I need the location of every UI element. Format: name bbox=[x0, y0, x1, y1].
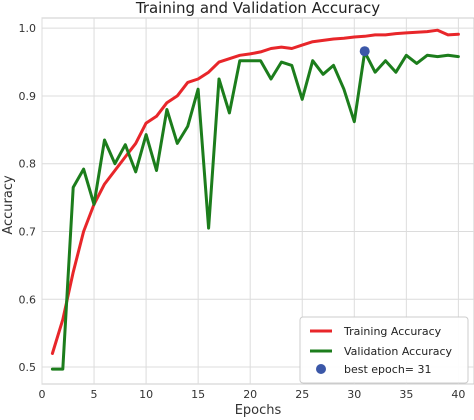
x-tick-label: 20 bbox=[243, 388, 257, 401]
x-tick-label: 0 bbox=[39, 388, 46, 401]
series-line-training bbox=[50, 28, 460, 355]
y-tick-label: 0.8 bbox=[19, 158, 37, 171]
legend-box bbox=[299, 316, 469, 384]
y-tick-label: 1.0 bbox=[19, 22, 37, 35]
legend-swatch-best-epoch bbox=[316, 364, 326, 374]
y-tick-label: 0.6 bbox=[19, 293, 37, 306]
legend-label-best-epoch: best epoch= 31 bbox=[344, 363, 432, 376]
series-layer bbox=[50, 28, 460, 371]
legend-label-validation: Validation Accuracy bbox=[344, 345, 453, 358]
x-tick-label: 10 bbox=[139, 388, 153, 401]
legend: Training Accuracy Validation Accuracy be… bbox=[299, 316, 469, 384]
x-tick-label: 5 bbox=[91, 388, 98, 401]
x-axis-label: Epochs bbox=[235, 403, 282, 418]
y-tick-label: 0.7 bbox=[19, 226, 37, 239]
y-axis-label: Accuracy bbox=[1, 175, 16, 235]
y-tick-label: 0.9 bbox=[19, 90, 37, 103]
chart-title: Training and Validation Accuracy bbox=[135, 0, 380, 17]
legend-label-training: Training Accuracy bbox=[343, 325, 442, 338]
x-tick-label: 35 bbox=[399, 388, 413, 401]
x-tick-label: 30 bbox=[347, 388, 361, 401]
x-axis-ticks: 0 5 10 15 20 25 30 35 40 bbox=[39, 388, 466, 401]
best-epoch-marker bbox=[359, 46, 370, 57]
y-tick-label: 0.5 bbox=[19, 361, 37, 374]
y-axis-ticks: 0.5 0.6 0.7 0.8 0.9 1.0 bbox=[19, 22, 37, 374]
x-tick-label: 25 bbox=[295, 388, 309, 401]
x-tick-label: 15 bbox=[191, 388, 205, 401]
x-tick-label: 40 bbox=[451, 388, 465, 401]
series-line-validation bbox=[50, 50, 460, 371]
marker-layer bbox=[359, 46, 370, 57]
